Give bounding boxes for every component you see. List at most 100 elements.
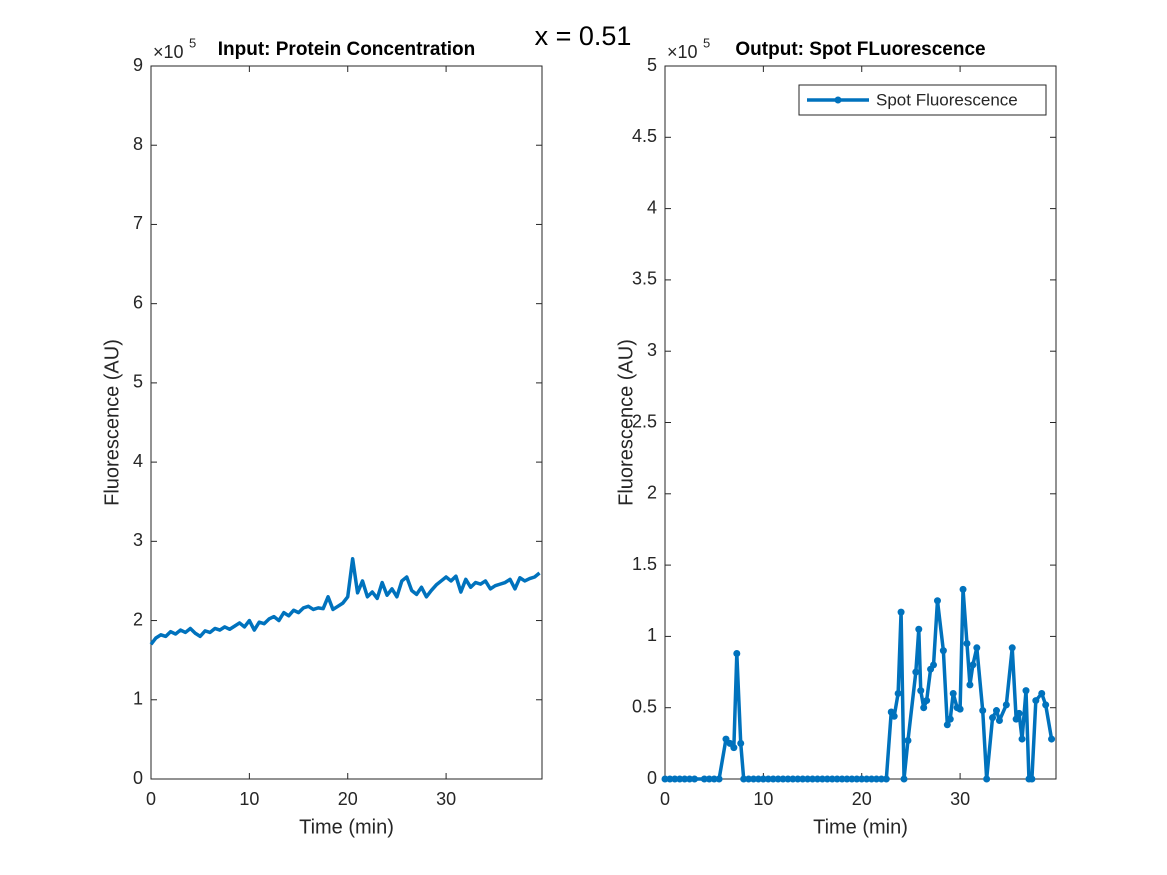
data-point [745,775,753,783]
data-point [833,775,841,783]
x-axis-label: Time (min) [299,816,394,838]
data-point [923,697,931,705]
data-point [661,775,669,783]
data-point [912,668,920,676]
data-point [882,775,890,783]
data-point [686,775,694,783]
data-point [813,775,821,783]
y-tick-label: 3.5 [632,269,657,289]
data-point [979,707,987,715]
data-point [681,775,689,783]
data-point [904,736,912,744]
data-point [894,689,902,697]
data-point [1032,697,1040,705]
data-point [843,775,851,783]
data-point [933,597,941,605]
data-point [930,661,938,669]
data-point [946,715,954,723]
data-point [1028,775,1036,783]
data-point [740,775,748,783]
y-tick-label: 0 [647,768,657,788]
chart-title: Input: Protein Concentration [218,39,476,60]
data-point [774,775,782,783]
y-tick-label: 3 [647,340,657,360]
data-point [943,721,951,729]
y-scale-exponent: 5 [703,35,710,50]
data-point [1012,715,1020,723]
data-point [754,775,762,783]
data-point [992,707,1000,715]
data-point [750,775,758,783]
data-point [828,775,836,783]
data-point [804,775,812,783]
data-point [769,775,777,783]
x-tick-label: 0 [660,789,670,809]
y-tick-label: 0 [133,768,143,788]
data-point [853,775,861,783]
x-tick-label: 10 [753,789,773,809]
data-point [1038,689,1046,697]
y-tick-label: 1 [647,625,657,645]
legend-label: Spot Fluorescence [876,90,1018,109]
data-point [1048,735,1056,743]
y-tick-label: 4 [647,197,657,217]
data-point [963,640,971,648]
data-point [920,704,928,712]
data-point [779,775,787,783]
data-point [784,775,792,783]
y-scale-label: ×10 [667,42,698,62]
data-point [676,775,684,783]
data-point [1002,701,1010,709]
y-tick-label: 5 [133,372,143,392]
data-point [949,689,957,697]
data-line [149,557,541,646]
data-point [823,775,831,783]
data-point [995,717,1003,725]
data-point [733,650,741,658]
data-point [989,714,997,722]
y-tick-label: 2 [647,483,657,503]
y-tick-label: 1.5 [632,554,657,574]
data-point [671,775,679,783]
legend-marker [834,96,842,104]
y-tick-label: 2 [133,609,143,629]
data-point [794,775,802,783]
y-scale-exponent: 5 [189,35,196,50]
x-tick-label: 20 [338,789,358,809]
x-tick-label: 10 [239,789,259,809]
data-point [838,775,846,783]
y-tick-label: 5 [647,55,657,75]
data-point [705,775,713,783]
data-point [666,775,674,783]
x-tick-label: 0 [146,789,156,809]
data-point [691,775,699,783]
data-point [969,661,977,669]
data-point [759,775,767,783]
data-point [1018,735,1026,743]
data-point [973,644,981,652]
x-tick-label: 30 [436,789,456,809]
x-axis-label: Time (min) [813,816,908,838]
data-point [983,775,991,783]
data-point [789,775,797,783]
data-point [956,705,964,713]
data-point [900,775,908,783]
axes-box [150,65,543,780]
data-point [1022,687,1030,695]
y-tick-label: 4 [133,451,143,471]
data-point [818,775,826,783]
chart-title: Output: Spot FLuorescence [735,39,985,60]
data-point [848,775,856,783]
y-tick-label: 7 [133,213,143,233]
y-tick-label: 0.5 [632,696,657,716]
y-tick-label: 6 [133,292,143,312]
data-point [715,775,723,783]
data-point [730,744,738,752]
y-tick-label: 8 [133,134,143,154]
data-point [868,775,876,783]
data-point [1015,709,1023,717]
data-point [863,775,871,783]
figure-title: x = 0.51 [535,21,632,51]
y-scale-label: ×10 [153,42,184,62]
data-point [809,775,817,783]
